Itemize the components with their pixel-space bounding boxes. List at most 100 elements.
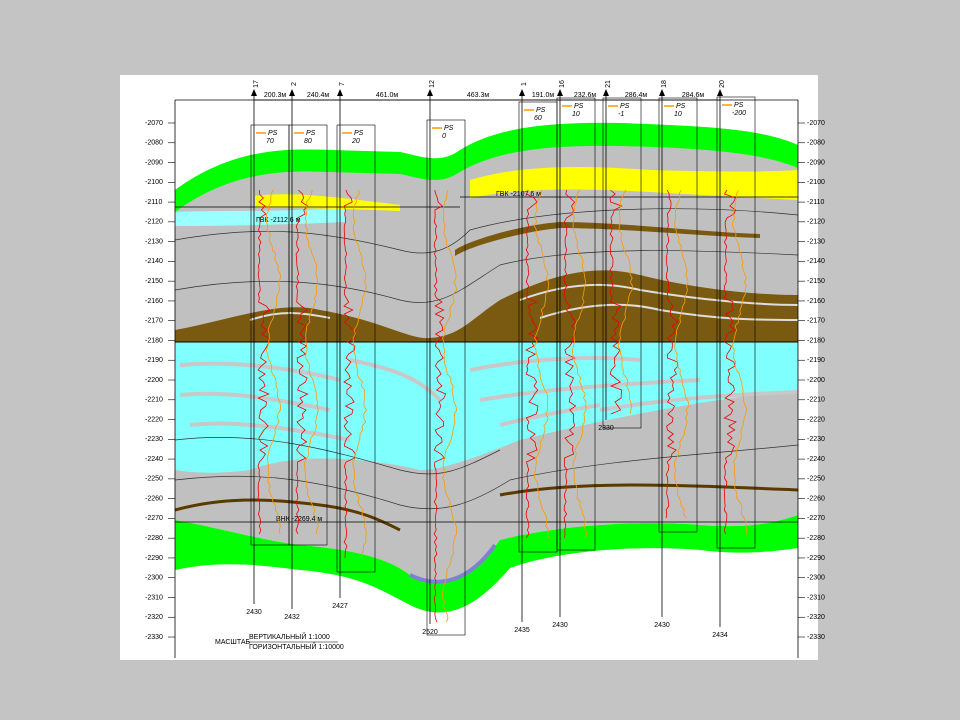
depth-label-right: -2310 <box>807 594 825 601</box>
depth-label-right: -2200 <box>807 377 825 384</box>
depth-label-right: -2320 <box>807 614 825 621</box>
yellow-right <box>470 167 798 200</box>
ps-log <box>673 189 690 519</box>
horizons <box>174 208 799 510</box>
lenses <box>179 356 799 442</box>
bottom-depth: 2432 <box>284 614 300 621</box>
bottom-depth: 2520 <box>422 629 438 636</box>
depth-label-left: -2140 <box>145 258 163 265</box>
depth-label-right: -2140 <box>807 258 825 265</box>
depth-label-left: -2330 <box>145 634 163 641</box>
depth-label-right: -2230 <box>807 436 825 443</box>
depth-label-right: -2260 <box>807 495 825 502</box>
ps-log <box>617 189 633 415</box>
depth-label-left: -2070 <box>145 120 163 127</box>
ps-label: PS <box>620 103 630 110</box>
depth-label-right: -2150 <box>807 278 825 285</box>
ps-value: 20 <box>351 138 360 145</box>
ps-label: PS <box>444 125 454 132</box>
ps-label: PS <box>574 103 584 110</box>
ps-label: PS <box>536 107 546 114</box>
log-box <box>602 97 642 429</box>
ps-label: PS <box>676 103 686 110</box>
contact-label: ГВК -2107.6 м <box>496 191 541 198</box>
water-zone <box>175 342 798 473</box>
depth-label-left: -2180 <box>145 337 163 344</box>
ps-label: PS <box>306 130 316 137</box>
contact-label: ГВК -2112.6 м <box>256 217 301 224</box>
depth-label-left: -2150 <box>145 278 163 285</box>
resistivity-log <box>563 189 577 539</box>
well-marker <box>289 89 295 96</box>
well-marker <box>519 89 525 96</box>
ps-log <box>533 189 550 539</box>
log-box <box>658 97 698 533</box>
well-number: 1 <box>521 82 528 86</box>
depth-label-right: -2280 <box>807 535 825 542</box>
ps-label: PS <box>354 130 364 137</box>
well-number: 17 <box>253 80 260 88</box>
well-number: 12 <box>429 80 436 88</box>
depth-label-right: -2180 <box>807 337 825 344</box>
ps-value: -200 <box>732 110 746 117</box>
bottom-depth: 2434 <box>712 632 728 639</box>
bottom-depth: 2435 <box>514 627 530 634</box>
depth-label-right: -2170 <box>807 318 825 325</box>
bottom-depth: 2330 <box>598 425 614 432</box>
depth-label-right: -2120 <box>807 219 825 226</box>
ps-label: PS <box>268 130 278 137</box>
depth-label-left: -2300 <box>145 575 163 582</box>
resistivity-log <box>295 189 309 535</box>
well-number: 7 <box>339 82 346 86</box>
depth-label-right: -2100 <box>807 179 825 186</box>
depth-label-left: -2250 <box>145 476 163 483</box>
depth-label-right: -2240 <box>807 456 825 463</box>
well-marker <box>603 89 609 96</box>
bottom-depth: 2427 <box>332 603 348 610</box>
well-number: 16 <box>559 80 566 88</box>
well-marker <box>557 89 563 96</box>
depth-label-right: -2210 <box>807 397 825 404</box>
depth-label-left: -2320 <box>145 614 163 621</box>
bottom-depth: 2430 <box>246 609 262 616</box>
depth-label-left: -2160 <box>145 298 163 305</box>
depth-label-left: -2200 <box>145 377 163 384</box>
depth-label-left: -2290 <box>145 555 163 562</box>
depth-label-right: -2080 <box>807 140 825 147</box>
distance: 240.4м <box>307 92 330 99</box>
contact-label: ВНК -2269.4 м <box>276 516 322 523</box>
brown-layer <box>175 270 798 342</box>
scale-vertical: ВЕРТИКАЛЬНЫЙ 1:1000 <box>249 632 330 641</box>
ps-value: 10 <box>674 111 682 118</box>
distance: 284.6м <box>682 92 705 99</box>
depth-label-right: -2220 <box>807 416 825 423</box>
resistivity-log <box>525 189 539 539</box>
ps-log <box>572 189 588 539</box>
depth-label-left: -2100 <box>145 179 163 186</box>
well-marker <box>717 89 723 96</box>
depth-label-left: -2310 <box>145 594 163 601</box>
depth-label-left: -2110 <box>145 199 162 206</box>
depth-label-left: -2190 <box>145 357 163 364</box>
resistivity-log <box>665 189 679 519</box>
depth-label-left: -2260 <box>145 495 163 502</box>
depth-label-left: -2090 <box>145 159 163 166</box>
depth-label-right: -2110 <box>807 199 824 206</box>
distance: 232.6м <box>574 92 597 99</box>
ps-log <box>441 189 458 623</box>
ps-value: 60 <box>534 115 542 122</box>
brown-bottom <box>174 498 401 532</box>
depth-label-left: -2280 <box>145 535 163 542</box>
distance: 463.3м <box>467 92 490 99</box>
depth-label-right: -2190 <box>807 357 825 364</box>
green-bottom <box>175 515 798 613</box>
log-box <box>716 96 756 549</box>
depth-label-right: -2270 <box>807 515 825 522</box>
log-box <box>288 124 328 546</box>
depth-label-right: -2330 <box>807 634 825 641</box>
resistivity-log <box>433 189 447 623</box>
log-box <box>426 119 466 636</box>
depth-label-right: -2130 <box>807 238 825 245</box>
ps-value: 70 <box>266 138 274 145</box>
